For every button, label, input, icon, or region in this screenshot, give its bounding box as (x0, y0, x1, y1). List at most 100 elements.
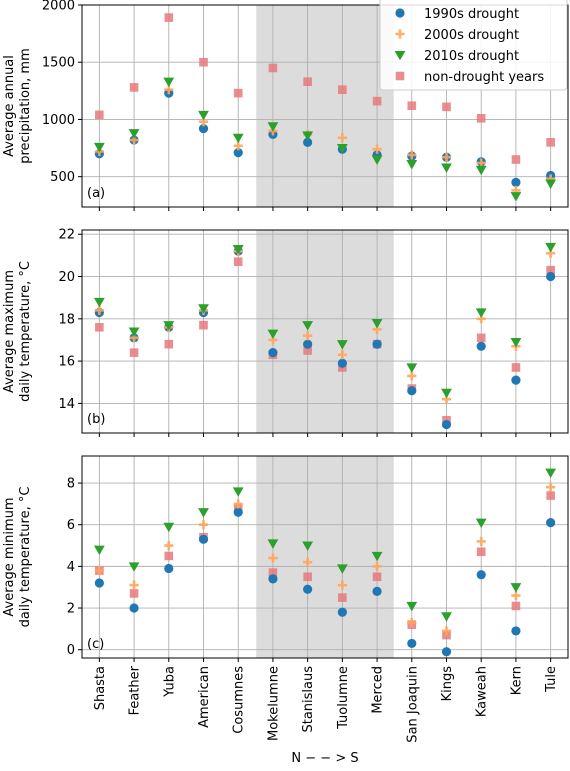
data-point (441, 419, 452, 430)
data-point (93, 297, 105, 308)
data-point (511, 601, 521, 611)
data-point (232, 244, 244, 255)
data-point (407, 371, 417, 381)
shaded-region (256, 456, 394, 658)
data-point (476, 114, 486, 123)
legend-label: non-drought years (424, 70, 544, 85)
y-tick-label: 22 (58, 228, 75, 243)
data-point (232, 487, 244, 497)
data-point (268, 574, 278, 584)
data-point (199, 57, 208, 67)
data-point (336, 144, 348, 154)
data-point (372, 561, 382, 571)
legend-marker (395, 71, 405, 81)
data-point (93, 545, 105, 556)
data-point (511, 177, 521, 187)
y-axis-label: Average maximumdaily temperature, °C (2, 261, 33, 402)
data-point (303, 557, 313, 567)
y-axis-label-line: precipitation, mm (18, 48, 33, 164)
data-point (441, 612, 452, 622)
data-point (302, 541, 314, 551)
data-point (198, 117, 209, 127)
data-point (198, 534, 209, 544)
data-point (407, 617, 417, 628)
data-point (475, 308, 487, 318)
data-point (268, 553, 278, 563)
y-tick-label: 8 (67, 477, 75, 492)
data-point (546, 518, 556, 528)
data-point (546, 265, 555, 275)
plot-frame (81, 229, 569, 434)
data-point (511, 155, 521, 164)
data-point (371, 155, 383, 165)
data-point (164, 339, 174, 349)
data-point (128, 562, 140, 572)
y-tick-label: 1000 (42, 113, 75, 128)
data-point (163, 522, 175, 533)
legend-marker (395, 8, 405, 18)
data-point (94, 578, 104, 588)
data-point (267, 122, 279, 132)
x-axis-label: N − − > S (291, 751, 358, 766)
data-point (441, 626, 452, 636)
data-point (546, 248, 556, 258)
data-point (476, 158, 486, 168)
data-point (267, 539, 279, 549)
data-point (338, 593, 347, 602)
x-tick-label: Tule (544, 666, 559, 693)
data-point (129, 135, 139, 145)
data-point (233, 88, 243, 98)
data-point (336, 564, 348, 574)
data-point (510, 338, 522, 348)
data-point (233, 148, 243, 158)
data-point (94, 305, 104, 315)
data-point (545, 242, 557, 253)
y-axis-label-line: daily temperature, °C (18, 487, 33, 628)
data-point (407, 386, 417, 396)
shade-layer (256, 5, 394, 658)
data-point (164, 551, 174, 561)
data-point (198, 124, 209, 134)
legend-label: 2000s drought (424, 28, 519, 43)
data-point (198, 520, 209, 530)
shaded-region (256, 5, 394, 207)
data-point (476, 570, 486, 580)
data-point (303, 339, 313, 349)
y-axis-label-line: Average minimum (2, 497, 17, 616)
data-point (337, 350, 347, 360)
data-point (337, 358, 347, 368)
data-point (511, 375, 521, 385)
data-point (511, 590, 521, 601)
legend-box (379, 0, 568, 91)
x-tick-label: Shasta (93, 666, 108, 710)
x-tick-label: Kern (509, 666, 524, 695)
x-tick-label: Mokelumne (266, 666, 281, 741)
data-point (476, 536, 486, 546)
y-tick-label: 2000 (42, 0, 75, 14)
data-point (441, 394, 452, 404)
data-point (545, 468, 557, 479)
panel-tag: (c) (87, 637, 104, 652)
data-point (303, 572, 312, 582)
data-point (406, 160, 418, 170)
legend-marker (395, 29, 405, 39)
data-point (546, 482, 556, 492)
marks-layer (93, 13, 557, 657)
data-point (94, 565, 104, 576)
x-tick-label: San Joaquin (405, 666, 420, 743)
data-point (476, 314, 486, 324)
data-point (302, 131, 314, 141)
data-point (233, 141, 243, 151)
data-point (129, 603, 139, 613)
data-point (337, 580, 347, 590)
data-point (545, 179, 557, 189)
data-point (164, 540, 174, 551)
data-point (511, 185, 521, 196)
data-point (546, 491, 555, 500)
data-point (475, 518, 487, 529)
data-point (164, 563, 174, 574)
y-tick-label: 4 (67, 560, 75, 575)
data-point (164, 85, 174, 95)
legend-marker (394, 50, 406, 61)
